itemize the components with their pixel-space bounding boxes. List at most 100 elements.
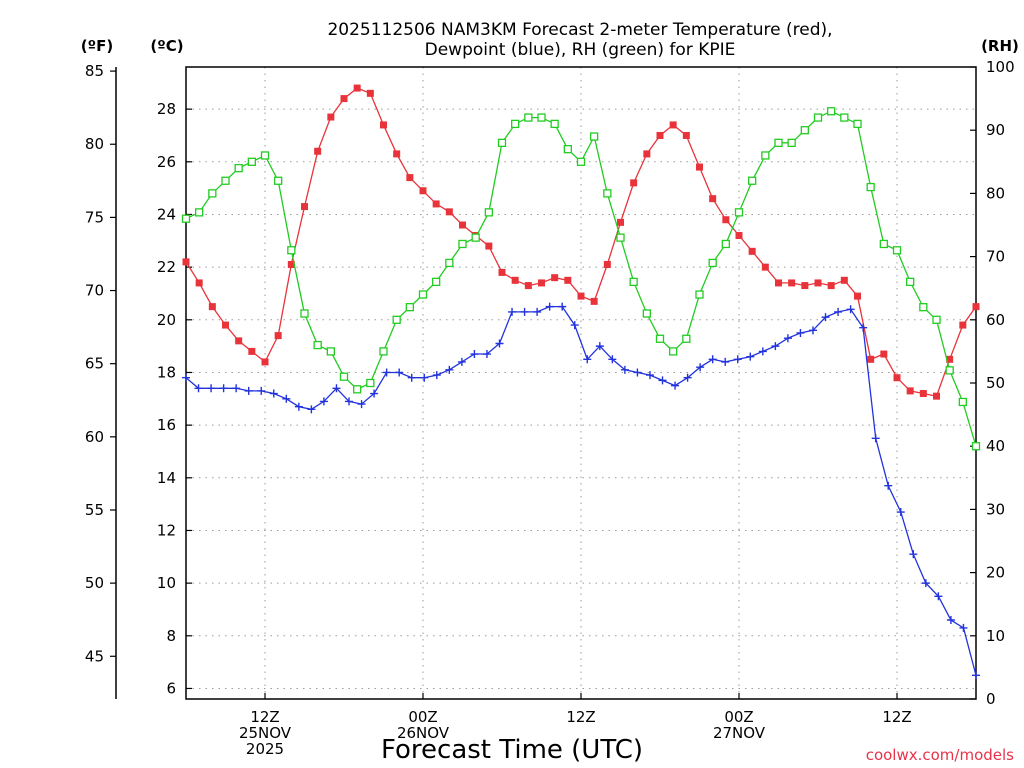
rh-point: [971, 442, 981, 451]
temperature-point: [314, 147, 322, 155]
c-tick-label: 14: [157, 469, 176, 487]
dewpoint-point: [821, 313, 830, 322]
rh-point: [537, 113, 546, 122]
rh-tick-label: 0: [986, 690, 996, 708]
credit-text: coolwx.com/models: [866, 746, 1014, 764]
temperature-point: [788, 279, 796, 287]
dewpoint-point: [232, 384, 241, 393]
dewpoint-point: [182, 373, 190, 382]
rh-point: [642, 309, 651, 318]
dewpoint-series-line: [185, 305, 977, 676]
dewpoint-point: [733, 355, 742, 364]
rh-point: [313, 340, 322, 350]
temperature-point: [801, 282, 809, 290]
rh-point: [432, 277, 441, 287]
temperature-point: [538, 279, 545, 287]
temperature-point: [301, 203, 308, 211]
rh-point: [458, 239, 467, 249]
rh-point: [208, 189, 217, 198]
dewpoint-point: [345, 397, 354, 406]
dewpoint-point: [558, 302, 567, 311]
temperature-point: [485, 242, 493, 250]
temperature-point: [406, 174, 414, 182]
rh-point: [695, 290, 704, 299]
temperature-point: [261, 358, 269, 366]
f-tick-label: 45: [85, 647, 104, 665]
temperature-point: [419, 187, 427, 195]
dewpoint-point: [846, 305, 855, 314]
temperature-point: [353, 84, 361, 92]
dewpoint-point: [194, 384, 203, 393]
temperature-point: [445, 208, 453, 216]
rh-point: [919, 303, 928, 312]
x-tick-label: 12Z: [250, 708, 279, 726]
rh-point: [590, 132, 599, 141]
dewpoint-point: [972, 671, 980, 680]
dewpoint-point: [934, 592, 943, 601]
temperature-point: [222, 321, 229, 329]
temperature-point: [366, 89, 374, 97]
temperature-point: [182, 258, 190, 266]
dewpoint-point: [382, 368, 391, 377]
dewpoint-point: [244, 386, 253, 395]
temperature-point: [775, 279, 782, 287]
temperature-point: [735, 232, 743, 240]
series-layer: [181, 84, 981, 680]
rh-point: [576, 157, 586, 166]
dewpoint-point: [269, 389, 278, 398]
temperature-point: [959, 321, 967, 329]
dewpoint-point: [357, 400, 366, 409]
rh-tick-label: 70: [986, 248, 1005, 266]
f-tick-label: 60: [85, 428, 104, 446]
c-tick-label: 24: [157, 205, 176, 223]
dewpoint-point: [758, 347, 767, 356]
dewpoint-point: [495, 339, 504, 348]
dewpoint-point: [946, 616, 955, 624]
dewpoint-point: [319, 397, 328, 406]
rh-point: [669, 347, 678, 356]
dewpoint-point: [645, 371, 654, 380]
temperature-point: [867, 355, 875, 363]
unit-label-rh: (RH): [981, 37, 1019, 55]
c-tick-label: 8: [166, 627, 176, 645]
x-tick-label: 27NOV: [713, 724, 766, 742]
rh-point: [813, 113, 823, 122]
dewpoint-point: [470, 350, 479, 359]
temperature-point: [459, 221, 466, 229]
dewpoint-point: [294, 402, 303, 411]
f-tick-label: 85: [85, 62, 104, 80]
dewpoint-point: [257, 386, 266, 395]
rh-point: [550, 119, 559, 129]
temperature-point: [235, 337, 243, 345]
temperature-point: [854, 292, 861, 300]
c-tick-label: 12: [157, 521, 176, 539]
dewpoint-point: [370, 389, 379, 398]
rh-point: [892, 246, 902, 255]
rh-point: [761, 151, 770, 160]
rh-point: [326, 347, 335, 356]
dewpoint-point: [683, 373, 692, 382]
temperature-point: [524, 282, 532, 290]
c-tick-label: 6: [166, 679, 176, 697]
temperature-point: [748, 247, 756, 255]
temperature-point: [498, 268, 506, 276]
rh-tick-label: 60: [986, 311, 1005, 329]
temperature-point: [880, 350, 888, 358]
c-tick-label: 20: [157, 311, 176, 329]
rh-point: [748, 176, 757, 185]
c-tick-label: 18: [157, 363, 176, 381]
temperature-point: [682, 131, 690, 139]
temperature-point: [669, 121, 677, 129]
temperature-point: [946, 355, 954, 363]
rh-point: [866, 182, 875, 192]
c-tick-label: 22: [157, 258, 176, 276]
dewpoint-point: [771, 342, 780, 351]
dewpoint-point: [570, 321, 579, 330]
temperature-point: [919, 390, 927, 398]
rh-point: [721, 239, 730, 249]
dewpoint-point: [508, 307, 517, 316]
temperature-point: [340, 95, 348, 103]
rh-tick-label: 50: [986, 374, 1005, 392]
temperature-point: [577, 292, 585, 300]
temperature-point: [195, 279, 203, 287]
